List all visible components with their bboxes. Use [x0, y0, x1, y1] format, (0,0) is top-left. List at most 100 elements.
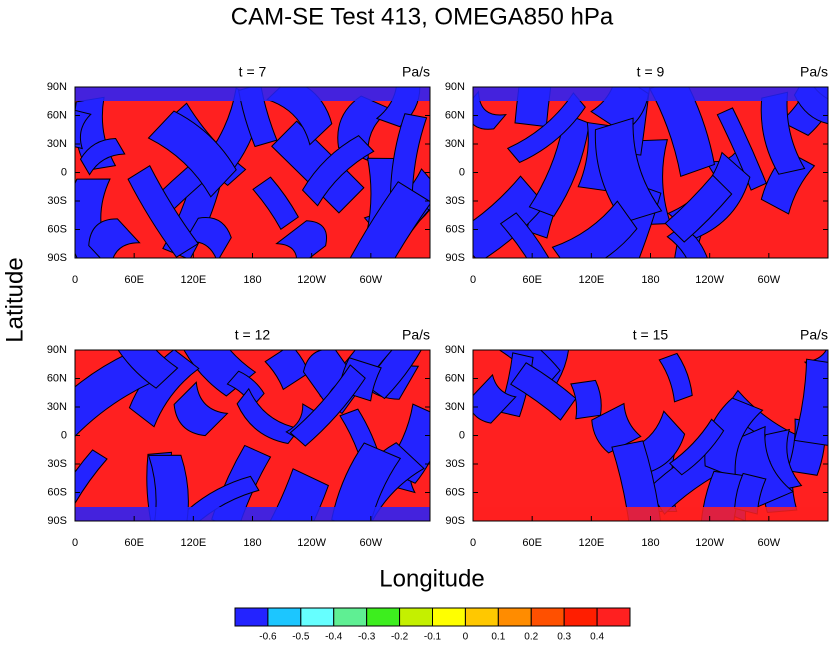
panel-units: Pa/s	[800, 64, 828, 80]
colorbar-label: 0	[463, 632, 469, 643]
field-band	[226, 370, 265, 408]
x-tick-label: 0	[470, 537, 476, 549]
x-tick-label: 120W	[297, 274, 326, 286]
y-tick-label: 90N	[445, 344, 465, 356]
y-tick-label: 30S	[47, 458, 67, 470]
colorbar-swatch	[464, 607, 499, 627]
field-band	[147, 110, 237, 198]
x-tick-label: 120W	[695, 274, 724, 286]
panel-title: t = 9	[637, 64, 665, 80]
field-band	[551, 200, 638, 258]
field-band	[112, 350, 179, 389]
x-tick-label: 120E	[578, 537, 604, 549]
y-tick-label: 60N	[47, 109, 67, 121]
field-band	[127, 165, 199, 258]
panel-units: Pa/s	[800, 327, 828, 343]
panel-units: Pa/s	[402, 64, 430, 80]
colorbar-label: 0.3	[557, 632, 571, 643]
x-tick-label: 60W	[360, 537, 383, 549]
x-tick-label: 60E	[124, 274, 144, 286]
field-band	[173, 381, 229, 437]
field-band	[668, 418, 725, 476]
colorbar-swatch	[234, 607, 269, 627]
y-tick-label: 30N	[445, 138, 465, 150]
y-tick-label: 60N	[445, 372, 465, 384]
y-tick-label: 30S	[47, 195, 67, 207]
colorbar-swatch	[267, 607, 302, 627]
x-tick-label: 120W	[297, 537, 326, 549]
field-band	[473, 373, 517, 424]
field-band	[528, 113, 590, 217]
field-band	[88, 218, 141, 258]
field-band	[301, 135, 375, 207]
y-tick-label: 0	[459, 429, 465, 441]
field-band	[275, 220, 327, 258]
x-tick-label: 60E	[522, 274, 542, 286]
colorbar-label: -0.5	[292, 632, 310, 643]
y-axis-label: Latitude	[1, 257, 28, 342]
x-tick-label: 0	[72, 274, 78, 286]
y-tick-label: 90S	[47, 252, 67, 264]
field-band	[664, 174, 733, 243]
colorbar-label: -0.4	[325, 632, 343, 643]
colorbar-label: 0.2	[524, 632, 538, 643]
y-tick-label: 30N	[47, 401, 67, 413]
polar-strip	[75, 507, 430, 521]
x-tick-label: 180	[243, 537, 261, 549]
y-tick-label: 90N	[445, 81, 465, 93]
y-tick-label: 30N	[47, 138, 67, 150]
field-band	[570, 379, 602, 420]
colorbar-swatch	[497, 607, 532, 627]
y-tick-label: 60N	[445, 109, 465, 121]
field-band	[760, 91, 806, 175]
contour-field	[75, 350, 430, 521]
field-band	[75, 351, 153, 439]
x-tick-label: 60E	[124, 537, 144, 549]
y-tick-label: 60N	[47, 372, 67, 384]
x-tick-label: 60E	[522, 537, 542, 549]
y-tick-label: 60S	[47, 486, 67, 498]
field-band	[362, 350, 430, 400]
field-band	[716, 107, 767, 191]
y-tick-label: 0	[61, 166, 67, 178]
y-tick-label: 30S	[445, 458, 465, 470]
field-band	[252, 176, 300, 230]
panel-title: t = 15	[633, 327, 669, 343]
field-band	[793, 358, 828, 447]
x-tick-label: 180	[243, 274, 261, 286]
field-band	[345, 181, 430, 258]
y-tick-label: 30S	[445, 195, 465, 207]
y-tick-label: 90S	[47, 515, 67, 527]
contour-field	[473, 350, 828, 521]
y-tick-label: 90N	[47, 81, 67, 93]
polar-strip	[75, 87, 430, 101]
x-tick-label: 0	[72, 537, 78, 549]
x-tick-label: 0	[470, 274, 476, 286]
x-axis-label: Longitude	[379, 565, 484, 592]
y-tick-label: 90S	[445, 252, 465, 264]
colorbar-label: -0.3	[358, 632, 376, 643]
field-band	[658, 352, 693, 403]
panel-units: Pa/s	[402, 327, 430, 343]
x-tick-label: 60W	[360, 274, 383, 286]
y-tick-label: 60S	[47, 223, 67, 235]
contour-field	[473, 87, 828, 258]
polar-strip	[473, 507, 828, 521]
panel-title: t = 12	[235, 327, 271, 343]
field-band	[183, 217, 232, 258]
colorbar-label: 0.4	[590, 632, 604, 643]
field-band	[147, 454, 189, 521]
contour-field	[75, 87, 430, 258]
colorbar-swatch	[596, 607, 631, 627]
y-tick-label: 90N	[47, 344, 67, 356]
panel-title: t = 7	[239, 64, 267, 80]
x-tick-label: 120E	[180, 274, 206, 286]
y-tick-label: 60S	[445, 486, 465, 498]
chart-title: CAM-SE Test 413, OMEGA850 hPa	[231, 3, 614, 30]
colorbar-swatch	[432, 607, 466, 627]
x-tick-label: 120E	[578, 274, 604, 286]
y-tick-label: 0	[459, 166, 465, 178]
polar-strip	[473, 87, 828, 101]
colorbar-swatch	[563, 607, 598, 627]
